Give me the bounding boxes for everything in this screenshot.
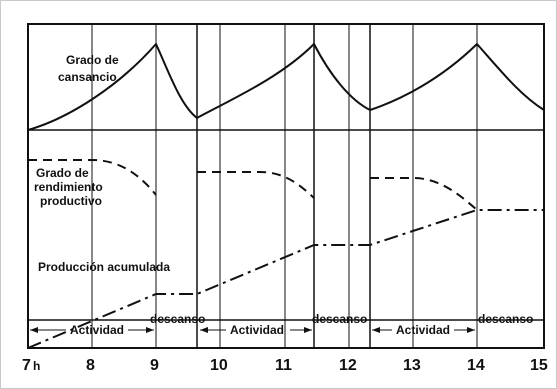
period-label-4: descanso (312, 312, 367, 326)
performance-label-line3: productivo (40, 194, 102, 208)
period-label-2: descanso (150, 312, 205, 326)
hour-gridlines (91, 24, 478, 348)
cumulative-label: Producción acumulada (38, 260, 170, 274)
x-tick-12: 12 (339, 357, 357, 374)
fatigue-label-line2: cansancio (58, 70, 117, 84)
x-tick-13: 13 (403, 357, 421, 374)
cumulative-production-curve (27, 209, 544, 349)
period-label-3: Actividad (230, 323, 284, 337)
period-label-6: descanso (478, 312, 533, 326)
x-tick-14: 14 (467, 357, 485, 374)
x-tick-15: 15 (530, 357, 548, 374)
performance-label-line2: rendimiento (34, 180, 103, 194)
period-boundaries (196, 24, 371, 348)
fatigue-curve (27, 42, 545, 131)
performance-curve (28, 159, 478, 211)
x-tick-10: 10 (210, 357, 228, 374)
plot-border (27, 23, 545, 349)
x-tick-9: 9 (150, 357, 159, 374)
x-tick-11: 11 (275, 357, 292, 374)
x-tick-7-unit: h (33, 359, 40, 373)
fatigue-label-line1: Grado de (66, 53, 119, 67)
period-label-5: Actividad (396, 323, 450, 337)
x-tick-8: 8 (86, 357, 95, 374)
x-tick-7: 7 (22, 357, 31, 374)
period-arrows (30, 327, 475, 333)
performance-label-line1: Grado de (36, 166, 89, 180)
period-label-1: Actividad (70, 323, 124, 337)
